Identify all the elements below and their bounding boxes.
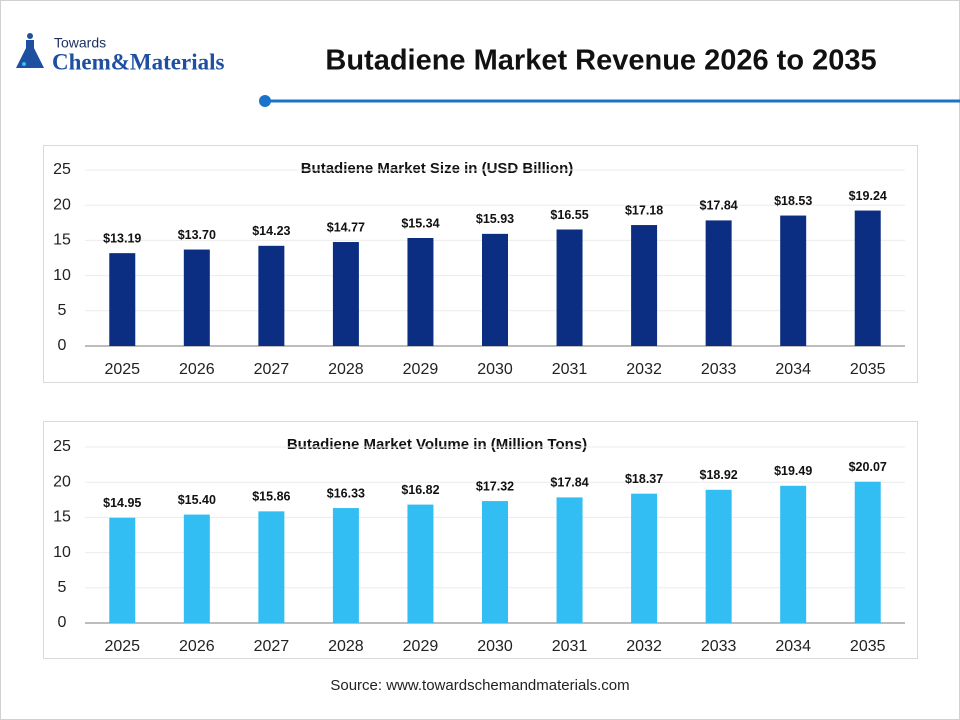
x-tick-label: 2031 xyxy=(552,638,588,655)
y-tick-label: 5 xyxy=(58,302,67,319)
y-tick-label: 20 xyxy=(53,196,71,213)
bar xyxy=(631,493,658,623)
y-tick-label: 15 xyxy=(53,232,71,249)
data-label: $15.40 xyxy=(178,493,216,507)
data-label: $17.18 xyxy=(625,203,663,217)
bar xyxy=(854,481,881,623)
x-tick-label: 2027 xyxy=(254,361,290,378)
x-tick-label: 2032 xyxy=(626,638,662,655)
data-label: $16.82 xyxy=(401,483,439,497)
bar xyxy=(109,517,136,623)
data-label: $15.86 xyxy=(252,490,290,504)
bar xyxy=(482,501,508,623)
y-tick-label: 20 xyxy=(53,473,71,490)
x-tick-label: 2035 xyxy=(850,361,886,378)
x-tick-label: 2028 xyxy=(328,361,364,378)
chart-title: Butadiene Market Volume in (Million Tons… xyxy=(287,436,587,453)
logo-small: Towards xyxy=(54,35,106,51)
data-label: $15.34 xyxy=(401,216,439,230)
bar xyxy=(183,249,210,346)
y-tick-label: 25 xyxy=(53,161,71,178)
bar xyxy=(183,514,210,623)
data-label: $13.19 xyxy=(103,231,141,245)
data-label: $16.33 xyxy=(327,486,365,500)
data-label: $17.32 xyxy=(476,479,514,493)
bar xyxy=(705,489,732,623)
data-label: $16.55 xyxy=(550,208,588,222)
bar xyxy=(854,210,881,346)
data-label: $17.84 xyxy=(550,476,588,490)
data-label: $14.23 xyxy=(252,224,290,238)
data-label: $19.49 xyxy=(774,464,812,478)
x-tick-label: 2028 xyxy=(328,638,364,655)
x-tick-label: 2029 xyxy=(403,638,439,655)
y-tick-label: 25 xyxy=(53,438,71,455)
y-tick-label: 10 xyxy=(53,267,71,284)
x-tick-label: 2031 xyxy=(552,361,588,378)
data-label: $17.84 xyxy=(700,199,738,213)
data-label: $18.37 xyxy=(625,472,663,486)
x-tick-label: 2030 xyxy=(477,638,513,655)
y-tick-label: 0 xyxy=(58,337,67,354)
x-tick-label: 2034 xyxy=(775,361,811,378)
data-label: $14.95 xyxy=(103,496,141,510)
x-tick-label: 2032 xyxy=(626,361,662,378)
y-tick-label: 5 xyxy=(58,579,67,596)
data-label: $13.70 xyxy=(178,228,216,242)
x-tick-label: 2034 xyxy=(775,638,811,655)
x-tick-label: 2027 xyxy=(254,638,290,655)
data-label: $18.92 xyxy=(700,468,738,482)
bar xyxy=(258,245,285,346)
main-title: Butadiene Market Revenue 2026 to 2035 xyxy=(325,45,876,77)
bar xyxy=(407,238,434,346)
bar xyxy=(258,511,285,623)
chart-title: Butadiene Market Size in (USD Billion) xyxy=(301,160,574,177)
bar xyxy=(631,225,658,346)
x-tick-label: 2033 xyxy=(701,361,737,378)
bar xyxy=(705,220,732,346)
bar xyxy=(109,253,136,346)
bar xyxy=(556,497,583,623)
logo-icon xyxy=(16,33,44,68)
y-tick-label: 10 xyxy=(53,544,71,561)
data-label: $19.24 xyxy=(849,189,887,203)
logo-main: Chem&Materials xyxy=(52,49,224,74)
x-tick-label: 2029 xyxy=(403,361,439,378)
x-tick-label: 2035 xyxy=(850,638,886,655)
y-tick-label: 15 xyxy=(53,509,71,526)
x-tick-label: 2026 xyxy=(179,638,215,655)
bar xyxy=(482,233,508,346)
bar xyxy=(780,215,807,346)
x-tick-label: 2030 xyxy=(477,361,513,378)
source: Source: www.towardschemandmaterials.com xyxy=(330,677,629,694)
x-tick-label: 2026 xyxy=(179,361,215,378)
x-tick-label: 2033 xyxy=(701,638,737,655)
x-tick-label: 2025 xyxy=(104,361,140,378)
bar xyxy=(332,508,359,623)
data-label: $15.93 xyxy=(476,212,514,226)
bar xyxy=(407,504,434,623)
data-label: $14.77 xyxy=(327,220,365,234)
bar xyxy=(332,242,359,346)
data-label: $20.07 xyxy=(849,460,887,474)
data-label: $18.53 xyxy=(774,194,812,208)
title-rule-dot xyxy=(259,95,271,107)
bar xyxy=(780,485,807,623)
bar xyxy=(556,229,583,346)
x-tick-label: 2025 xyxy=(104,638,140,655)
y-tick-label: 0 xyxy=(58,614,67,631)
